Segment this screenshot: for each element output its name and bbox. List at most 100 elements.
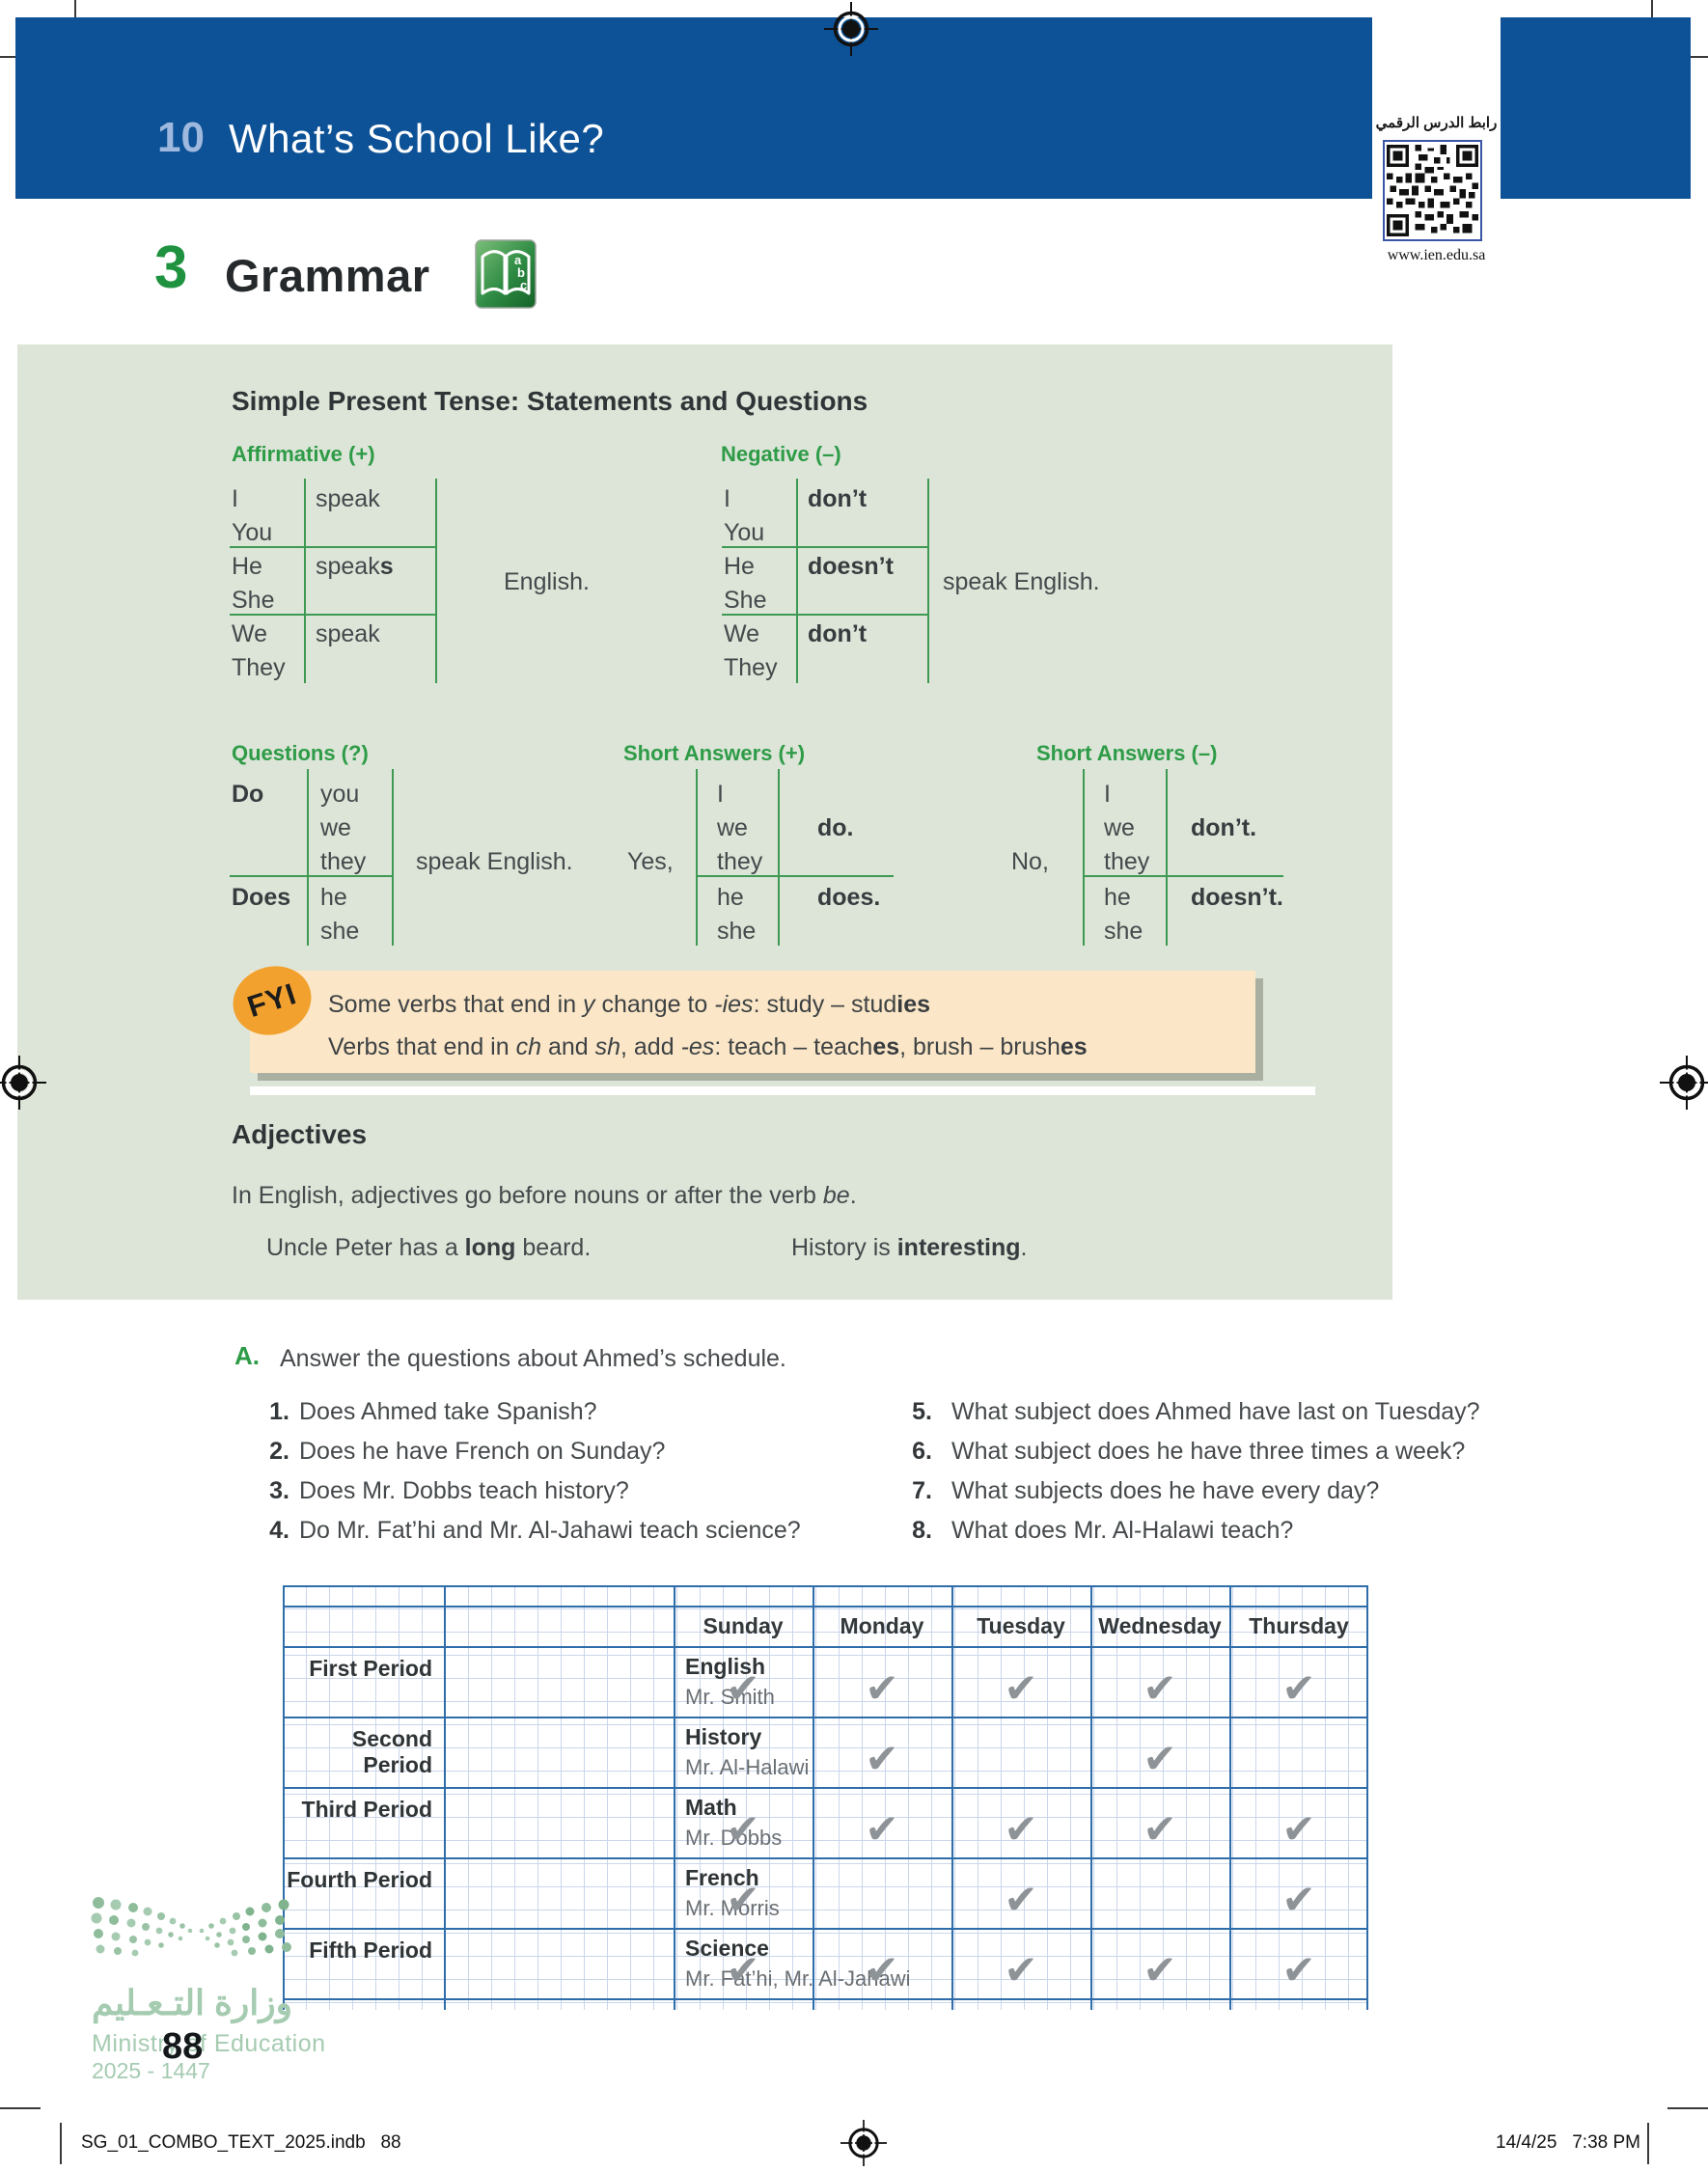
table-line bbox=[283, 1646, 1368, 1648]
pronoun-cell: he she bbox=[1104, 884, 1143, 945]
verb: speak bbox=[316, 553, 380, 580]
verb-cell: speaks bbox=[316, 550, 394, 584]
table-line bbox=[230, 546, 437, 548]
check-cell: ✔ bbox=[1004, 1806, 1038, 1852]
subject-name: English bbox=[685, 1654, 766, 1679]
check-cell: ✔ bbox=[1143, 1665, 1177, 1711]
crop-mark-bottom-left-h bbox=[0, 2107, 41, 2109]
footer-file-name: SG_01_COMBO_TEXT_2025.indb 88 bbox=[81, 2132, 401, 2153]
aux-cell: doesn’t bbox=[808, 553, 894, 580]
schedule-table: Sunday Monday Tuesday Wednesday Thursday… bbox=[283, 1585, 1368, 2010]
short-answer-lead: Yes, bbox=[627, 848, 674, 875]
adjectives-heading: Adjectives bbox=[232, 1119, 368, 1149]
table-line bbox=[304, 479, 306, 683]
qr-url: www.ien.edu.sa bbox=[1387, 247, 1486, 263]
text: . bbox=[849, 1182, 857, 1209]
text: History is bbox=[791, 1234, 897, 1261]
object-cell: speak English. bbox=[943, 568, 1100, 595]
italic-text: y bbox=[583, 991, 595, 1018]
text: Verbs that end in bbox=[328, 1033, 516, 1060]
fyi-line2: Verbs that end in ch and sh, add -es: te… bbox=[328, 1031, 1088, 1064]
table-line bbox=[283, 1787, 1368, 1789]
question-number: 1. bbox=[269, 1398, 289, 1425]
question-text: Does he have French on Sunday? bbox=[299, 1438, 666, 1465]
bold-text: es bbox=[1060, 1033, 1088, 1060]
bold-text: es bbox=[872, 1033, 900, 1060]
check-cell: ✔ bbox=[1004, 1665, 1038, 1711]
table-line bbox=[951, 1585, 953, 2010]
crop-mark-footer-left-v bbox=[60, 2123, 62, 2164]
negative-heading: Negative (–) bbox=[721, 442, 841, 466]
period-label: First Period bbox=[309, 1656, 432, 1681]
pronoun-cell: He She bbox=[232, 553, 275, 614]
text: and bbox=[541, 1033, 595, 1060]
check-cell: ✔ bbox=[726, 1877, 760, 1922]
period-label: Fourth Period bbox=[287, 1867, 432, 1892]
pronoun-cell: I we they bbox=[717, 781, 763, 875]
teacher-name: Mr. Al-Halawi bbox=[685, 1755, 810, 1779]
verb-cell: speak bbox=[316, 618, 380, 651]
check-cell: ✔ bbox=[865, 1665, 899, 1711]
text: : study – stud bbox=[753, 991, 897, 1018]
text: change to bbox=[594, 991, 715, 1018]
exercise-label: A. bbox=[234, 1341, 260, 1370]
short-answer-lead: No, bbox=[1011, 848, 1049, 875]
question-text: What subject does he have three times a … bbox=[951, 1438, 1466, 1465]
registration-mark-icon bbox=[840, 2120, 887, 2171]
italic-text: -es bbox=[680, 1033, 715, 1060]
table-line bbox=[444, 1585, 446, 2010]
svg-text:a: a bbox=[514, 253, 522, 267]
teacher-name: Mr. Smith bbox=[685, 1685, 775, 1709]
short-answers-pos-heading: Short Answers (+) bbox=[623, 741, 806, 765]
ministry-logo-dots-icon bbox=[89, 1891, 299, 1971]
bold-text: interesting bbox=[896, 1234, 1021, 1261]
question-text: Does Ahmed take Spanish? bbox=[299, 1398, 597, 1425]
aux-cell: Do bbox=[232, 781, 264, 808]
day-header: Sunday bbox=[702, 1613, 784, 1638]
table-line bbox=[283, 1998, 1368, 2000]
check-cell: ✔ bbox=[1281, 1877, 1316, 1922]
check-cell: ✔ bbox=[1281, 1665, 1316, 1711]
period-label: Fifth Period bbox=[309, 1937, 432, 1963]
question-number: 5. bbox=[912, 1398, 932, 1425]
qr-panel: رابط الدرس الرقمي bbox=[1372, 4, 1501, 270]
italic-text: -ies bbox=[714, 991, 754, 1018]
table-line bbox=[1083, 875, 1283, 877]
question-text: Do Mr. Fat’hi and Mr. Al-Jahawi teach sc… bbox=[299, 1517, 801, 1544]
subject-name: Math bbox=[685, 1795, 737, 1820]
day-header: Wednesday bbox=[1098, 1613, 1222, 1638]
qr-code bbox=[1383, 140, 1482, 241]
table-line bbox=[674, 1585, 675, 2010]
registration-mark-icon bbox=[0, 1056, 46, 1114]
teacher-name: Mr. Fat’hi, Mr. Al-Jahawi bbox=[685, 1966, 911, 1991]
verb-suffix: s bbox=[379, 553, 394, 580]
adjectives-example-2: History is interesting. bbox=[791, 1231, 1027, 1265]
section-divider bbox=[250, 1086, 1315, 1095]
check-cell: ✔ bbox=[1004, 1877, 1038, 1922]
subject-name: Science bbox=[685, 1936, 769, 1961]
pronoun-cell: I You bbox=[232, 485, 273, 546]
fyi-line1: Some verbs that end in y change to -ies:… bbox=[328, 988, 930, 1022]
question-number: 2. bbox=[269, 1438, 289, 1465]
table-line bbox=[796, 479, 798, 683]
verb: speak bbox=[316, 620, 380, 647]
pronoun-cell: I we they bbox=[1104, 781, 1150, 875]
table-line bbox=[392, 769, 394, 946]
grammar-panel bbox=[17, 344, 1392, 1300]
table-line bbox=[1083, 769, 1085, 946]
pronoun-cell: he she bbox=[320, 884, 360, 945]
table-line bbox=[778, 769, 780, 946]
question-number: 6. bbox=[912, 1438, 932, 1465]
pronoun-cell: I You bbox=[724, 485, 765, 546]
check-cell: ✔ bbox=[726, 1947, 760, 1992]
footer-timestamp: 14/4/25 7:38 PM bbox=[1496, 2132, 1640, 2153]
pronoun-cell: He She bbox=[724, 553, 767, 614]
registration-mark-icon bbox=[824, 2, 878, 61]
text: , brush – brush bbox=[899, 1033, 1061, 1060]
check-cell: ✔ bbox=[1004, 1947, 1038, 1992]
table-line bbox=[696, 875, 894, 877]
verb: speak bbox=[316, 485, 380, 512]
affirmative-heading: Affirmative (+) bbox=[232, 442, 375, 466]
question-number: 3. bbox=[269, 1477, 289, 1504]
